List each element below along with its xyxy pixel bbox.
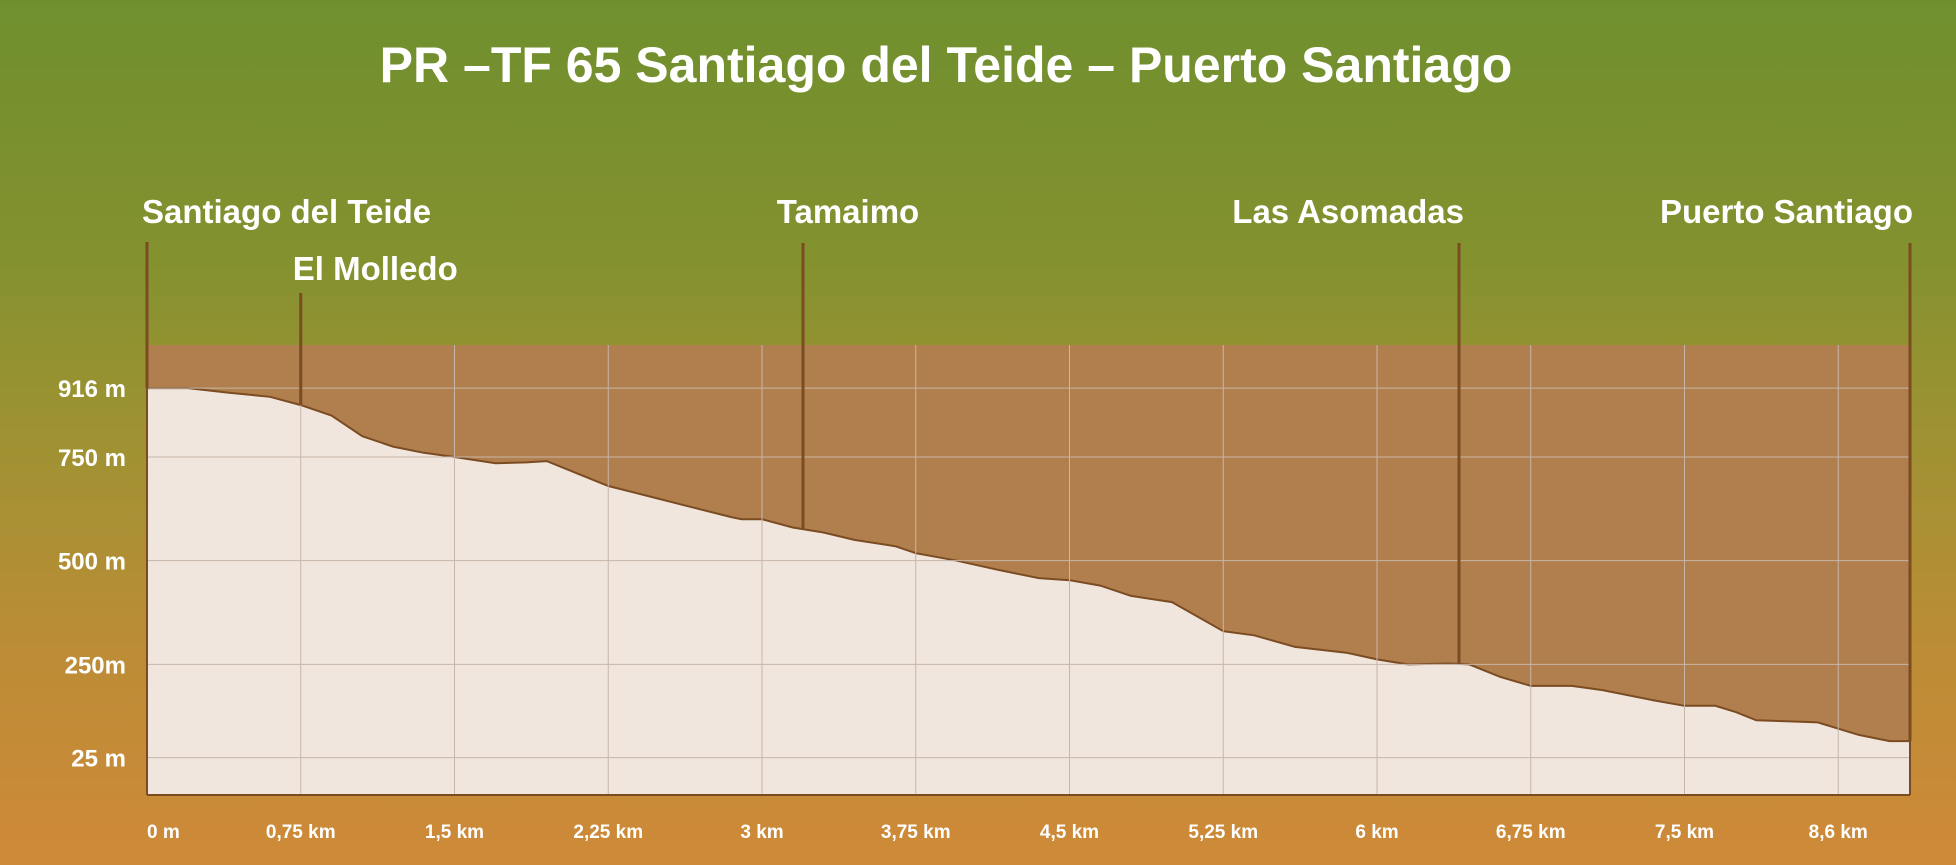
x-tick-label: 6 km: [1355, 822, 1398, 843]
x-tick-label: 3 km: [740, 822, 783, 843]
elevation-profile: [147, 387, 1910, 795]
y-tick-label: 916 m: [58, 376, 126, 403]
x-tick-label: 2,25 km: [573, 822, 643, 843]
waypoint-markers: Santiago del Teide El Molledo Tamaimo Las A…: [142, 193, 1913, 742]
chart-title: PR –TF 65 Santiago del Teide – Puerto Sa…: [380, 37, 1513, 93]
profile-area: [147, 388, 1910, 795]
profile-line: [147, 387, 1910, 743]
x-tick-label: 7,5 km: [1655, 822, 1714, 843]
waypoint-label: Tamaimo: [777, 193, 919, 230]
x-tick-label: 5,25 km: [1188, 822, 1258, 843]
y-tick-label: 500 m: [58, 549, 126, 576]
waypoint-label: El Molledo: [293, 250, 458, 287]
waypoint-label: Santiago del Teide: [142, 193, 431, 230]
x-tick-label: 1,5 km: [425, 822, 484, 843]
waypoint-label: Las Asomadas: [1232, 193, 1464, 230]
x-tick-label: 4,5 km: [1040, 822, 1099, 843]
y-axis-ticks: 916 m 750 m 500 m 250m 25 m: [58, 376, 126, 773]
x-axis-ticks: 0 m 0,75 km 1,5 km 2,25 km 3 km 3,75 km 4,5 km…: [147, 822, 1868, 843]
x-tick-label: 6,75 km: [1496, 822, 1566, 843]
x-tick-label: 0 m: [147, 822, 180, 843]
y-tick-label: 750 m: [58, 445, 126, 472]
y-tick-label: 25 m: [71, 746, 126, 773]
x-tick-label: 0,75 km: [266, 822, 336, 843]
waypoint-label: Puerto Santiago: [1660, 193, 1913, 230]
grid-lines: [146, 345, 1911, 796]
y-tick-label: 250m: [65, 652, 126, 679]
x-tick-label: 8,6 km: [1809, 822, 1868, 843]
x-tick-label: 3,75 km: [881, 822, 951, 843]
